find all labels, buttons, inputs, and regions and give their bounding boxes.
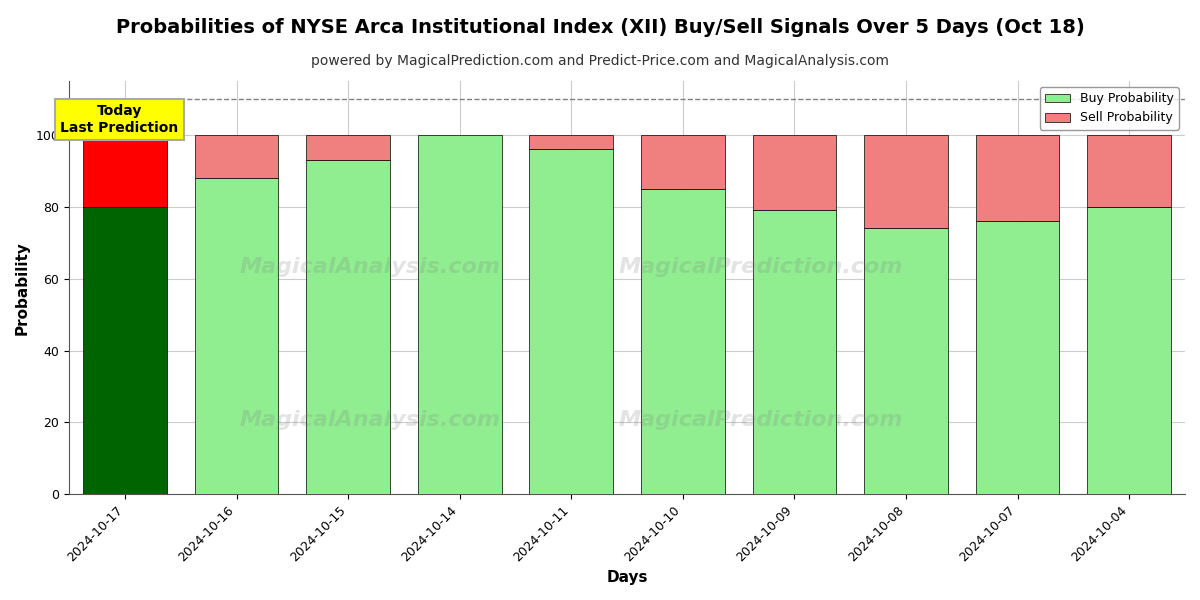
Bar [641,189,725,494]
Text: Probabilities of NYSE Arca Institutional Index (XII) Buy/Sell Signals Over 5 Day: Probabilities of NYSE Arca Institutional… [115,18,1085,37]
Bar [864,135,948,229]
Bar [306,135,390,160]
Bar [1087,207,1171,494]
Bar [194,135,278,178]
Bar [976,135,1060,221]
Text: MagicalAnalysis.com: MagicalAnalysis.com [240,410,500,430]
Bar [83,135,167,207]
Bar [1087,135,1171,207]
Text: MagicalPrediction.com: MagicalPrediction.com [619,410,904,430]
Text: MagicalAnalysis.com: MagicalAnalysis.com [240,257,500,277]
Bar [194,178,278,494]
Legend: Buy Probability, Sell Probability: Buy Probability, Sell Probability [1040,87,1178,130]
Bar [306,160,390,494]
Bar [529,149,613,494]
Bar [752,135,836,211]
Bar [418,135,502,494]
Bar [641,135,725,189]
Text: Today
Last Prediction: Today Last Prediction [60,104,179,134]
Text: powered by MagicalPrediction.com and Predict-Price.com and MagicalAnalysis.com: powered by MagicalPrediction.com and Pre… [311,54,889,68]
Bar [976,221,1060,494]
X-axis label: Days: Days [606,570,648,585]
Bar [864,229,948,494]
Bar [83,207,167,494]
Text: MagicalPrediction.com: MagicalPrediction.com [619,257,904,277]
Bar [752,211,836,494]
Y-axis label: Probability: Probability [16,241,30,335]
Bar [529,135,613,149]
